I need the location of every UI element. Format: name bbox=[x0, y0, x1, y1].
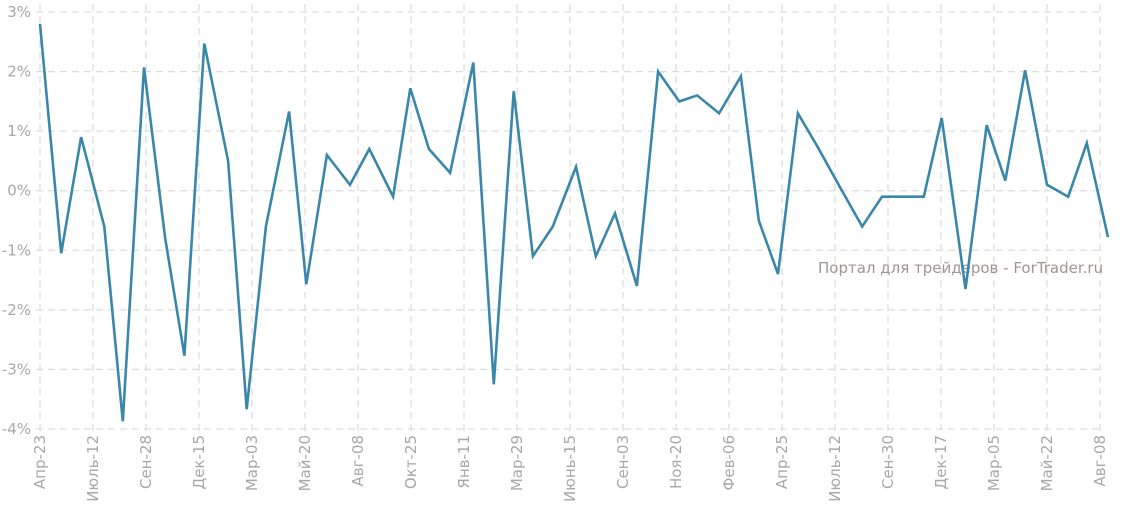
y-tick-label: -2% bbox=[2, 301, 31, 319]
x-tick-label: Мар-05 bbox=[985, 435, 1003, 491]
y-tick-label: 2% bbox=[7, 63, 31, 81]
x-tick-label: Авг-08 bbox=[1091, 435, 1109, 486]
y-tick-label: -1% bbox=[2, 241, 31, 259]
y-tick-label: 1% bbox=[7, 122, 31, 140]
x-tick-label: Апр-25 bbox=[773, 435, 791, 489]
y-tick-label: -4% bbox=[2, 420, 31, 438]
grid bbox=[36, 4, 1104, 433]
series bbox=[38, 23, 1110, 422]
x-tick-label: Фев-06 bbox=[720, 435, 738, 490]
x-tick-label: Сен-30 bbox=[879, 435, 897, 489]
x-tick-label: Мар-29 bbox=[508, 435, 526, 491]
x-tick-label: Авг-08 bbox=[349, 435, 367, 486]
x-tick-label: Июль-12 bbox=[826, 435, 844, 502]
x-tick-label: Апр-23 bbox=[31, 435, 49, 489]
x-tick-label: Дек-17 bbox=[932, 435, 950, 490]
x-tick-label: Сен-03 bbox=[614, 435, 632, 489]
series-line bbox=[38, 23, 1110, 422]
x-tick-label: Янв-11 bbox=[455, 435, 473, 489]
x-tick-label: Сен-28 bbox=[137, 435, 155, 489]
x-tick-label: Ноя-20 bbox=[667, 435, 685, 489]
x-tick-label: Окт-25 bbox=[402, 435, 420, 489]
x-tick-label: Май-20 bbox=[296, 435, 314, 491]
y-tick-label: 0% bbox=[7, 182, 31, 200]
x-tick-label: Дек-15 bbox=[190, 435, 208, 490]
x-tick-label: Июль-12 bbox=[84, 435, 102, 502]
y-tick-label: 3% bbox=[7, 3, 31, 21]
x-tick-label: Июнь-15 bbox=[561, 435, 579, 502]
y-tick-label: -3% bbox=[2, 360, 31, 378]
x-tick-label: Мар-03 bbox=[243, 435, 261, 491]
x-axis: Апр-23 Июль-12 Сен-28 Дек-15 Мар-03 Май-20 Авг… bbox=[31, 435, 1109, 502]
x-tick-label: Май-22 bbox=[1038, 435, 1056, 491]
y-axis: 3% 2% 1% 0% -1% -2% -3% -4% bbox=[2, 3, 31, 438]
watermark: Портал для трейдеров - ForTrader.ru bbox=[818, 259, 1103, 277]
